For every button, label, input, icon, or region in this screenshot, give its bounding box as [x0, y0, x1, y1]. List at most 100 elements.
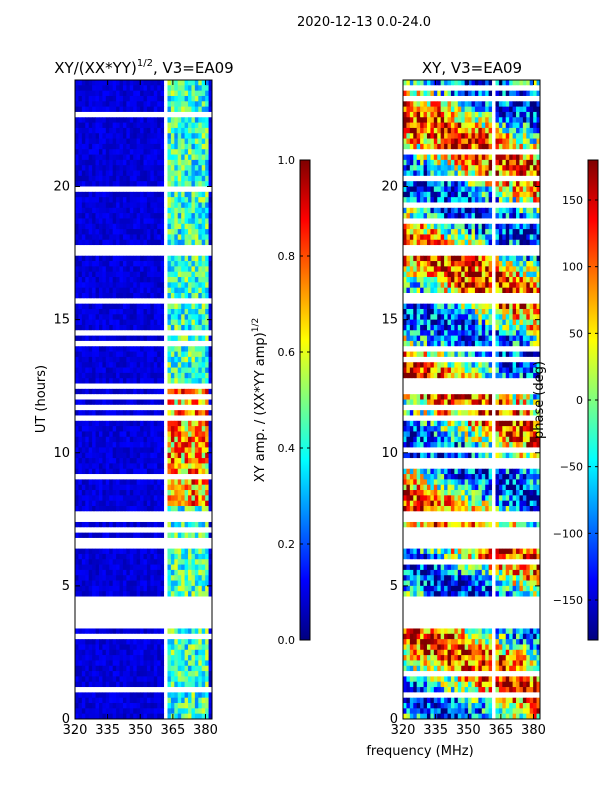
heatmap-cell	[133, 341, 137, 347]
heatmap-cell	[96, 400, 100, 406]
heatmap-cell	[406, 96, 410, 102]
heatmap-cell	[147, 373, 151, 379]
heatmap-cell	[154, 378, 158, 384]
heatmap-cell	[89, 144, 93, 150]
heatmap-cell	[157, 357, 161, 363]
heatmap-cell	[171, 538, 175, 544]
heatmap-cell	[205, 522, 209, 528]
heatmap-cell	[150, 373, 154, 379]
heatmap-cell	[78, 474, 82, 480]
heatmap-cell	[202, 490, 206, 496]
heatmap-cell	[130, 421, 134, 427]
heatmap-cell	[75, 117, 79, 123]
heatmap-cell	[178, 261, 182, 267]
heatmap-cell	[102, 192, 106, 198]
heatmap-cell	[150, 660, 154, 666]
heatmap-cell	[137, 559, 141, 565]
heatmap-cell	[205, 453, 209, 459]
heatmap-cell	[109, 107, 113, 113]
heatmap-cell	[198, 288, 202, 294]
heatmap-cell	[85, 362, 89, 368]
heatmap-cell	[99, 437, 103, 443]
heatmap-cell	[161, 485, 165, 491]
heatmap-cell	[82, 655, 86, 661]
heatmap-cell	[191, 453, 195, 459]
heatmap-cell	[427, 91, 431, 97]
heatmap-cell	[82, 96, 86, 102]
heatmap-cell	[137, 218, 141, 224]
heatmap-cell	[161, 458, 165, 464]
heatmap-cell	[99, 554, 103, 560]
heatmap-cell	[174, 431, 178, 437]
heatmap-cell	[150, 410, 154, 416]
heatmap-cell	[161, 213, 165, 219]
heatmap-cell	[195, 442, 199, 448]
heatmap-cell	[185, 128, 189, 134]
heatmap-cell	[126, 208, 130, 214]
heatmap-cell	[167, 431, 171, 437]
heatmap-cell	[75, 197, 79, 203]
heatmap-cell	[195, 357, 199, 363]
heatmap-cell	[195, 91, 199, 97]
heatmap-cell	[195, 703, 199, 709]
heatmap-cell	[144, 165, 148, 171]
heatmap-cell	[123, 181, 127, 187]
heatmap-cell	[102, 479, 106, 485]
heatmap-cell	[89, 309, 93, 315]
heatmap-cell	[205, 676, 209, 682]
amplitude-colorbar-label: XY amp. / (XX*YY amp)1/2	[251, 318, 268, 482]
heatmap-cell	[120, 543, 124, 549]
heatmap-cell	[164, 613, 168, 619]
heatmap-cell	[109, 192, 113, 198]
heatmap-cell	[188, 171, 192, 177]
heatmap-cell	[144, 666, 148, 672]
heatmap-cell	[89, 357, 93, 363]
heatmap-cell	[147, 117, 151, 123]
heatmap-cell	[82, 256, 86, 262]
heatmap-cell	[133, 181, 137, 187]
heatmap-cell	[188, 639, 192, 645]
heatmap-cell	[92, 490, 96, 496]
heatmap-cell	[96, 421, 100, 427]
heatmap-cell	[92, 453, 96, 459]
heatmap-cell	[82, 597, 86, 603]
heatmap-cell	[140, 527, 144, 533]
heatmap-cell	[191, 128, 195, 134]
heatmap-cell	[154, 650, 158, 656]
heatmap-cell	[205, 490, 209, 496]
heatmap-cell	[164, 415, 168, 421]
heatmap-cell	[157, 144, 161, 150]
heatmap-cell	[195, 187, 199, 193]
heatmap-cell	[78, 405, 82, 411]
heatmap-cell	[140, 666, 144, 672]
heatmap-cell	[123, 506, 127, 512]
heatmap-cell	[123, 101, 127, 107]
heatmap-cell	[116, 373, 120, 379]
heatmap-cell	[140, 410, 144, 416]
heatmap-cell	[147, 442, 151, 448]
heatmap-cell	[113, 149, 117, 155]
heatmap-cell	[161, 314, 165, 320]
heatmap-cell	[188, 586, 192, 592]
heatmap-cell	[75, 107, 79, 113]
heatmap-cell	[85, 107, 89, 113]
heatmap-cell	[140, 202, 144, 208]
heatmap-cell	[140, 256, 144, 262]
heatmap-cell	[157, 437, 161, 443]
heatmap-cell	[174, 155, 178, 161]
heatmap-cell	[154, 400, 158, 406]
heatmap-cell	[205, 618, 209, 624]
heatmap-cell	[116, 644, 120, 650]
heatmap-cell	[205, 357, 209, 363]
heatmap-cell	[167, 266, 171, 272]
heatmap-cell	[113, 687, 117, 693]
heatmap-cell	[126, 533, 130, 539]
heatmap-cell	[123, 357, 127, 363]
heatmap-cell	[102, 320, 106, 326]
heatmap-cell	[120, 101, 124, 107]
heatmap-cell	[174, 123, 178, 129]
heatmap-cell	[140, 309, 144, 315]
heatmap-cell	[133, 378, 137, 384]
heatmap-cell	[154, 682, 158, 688]
